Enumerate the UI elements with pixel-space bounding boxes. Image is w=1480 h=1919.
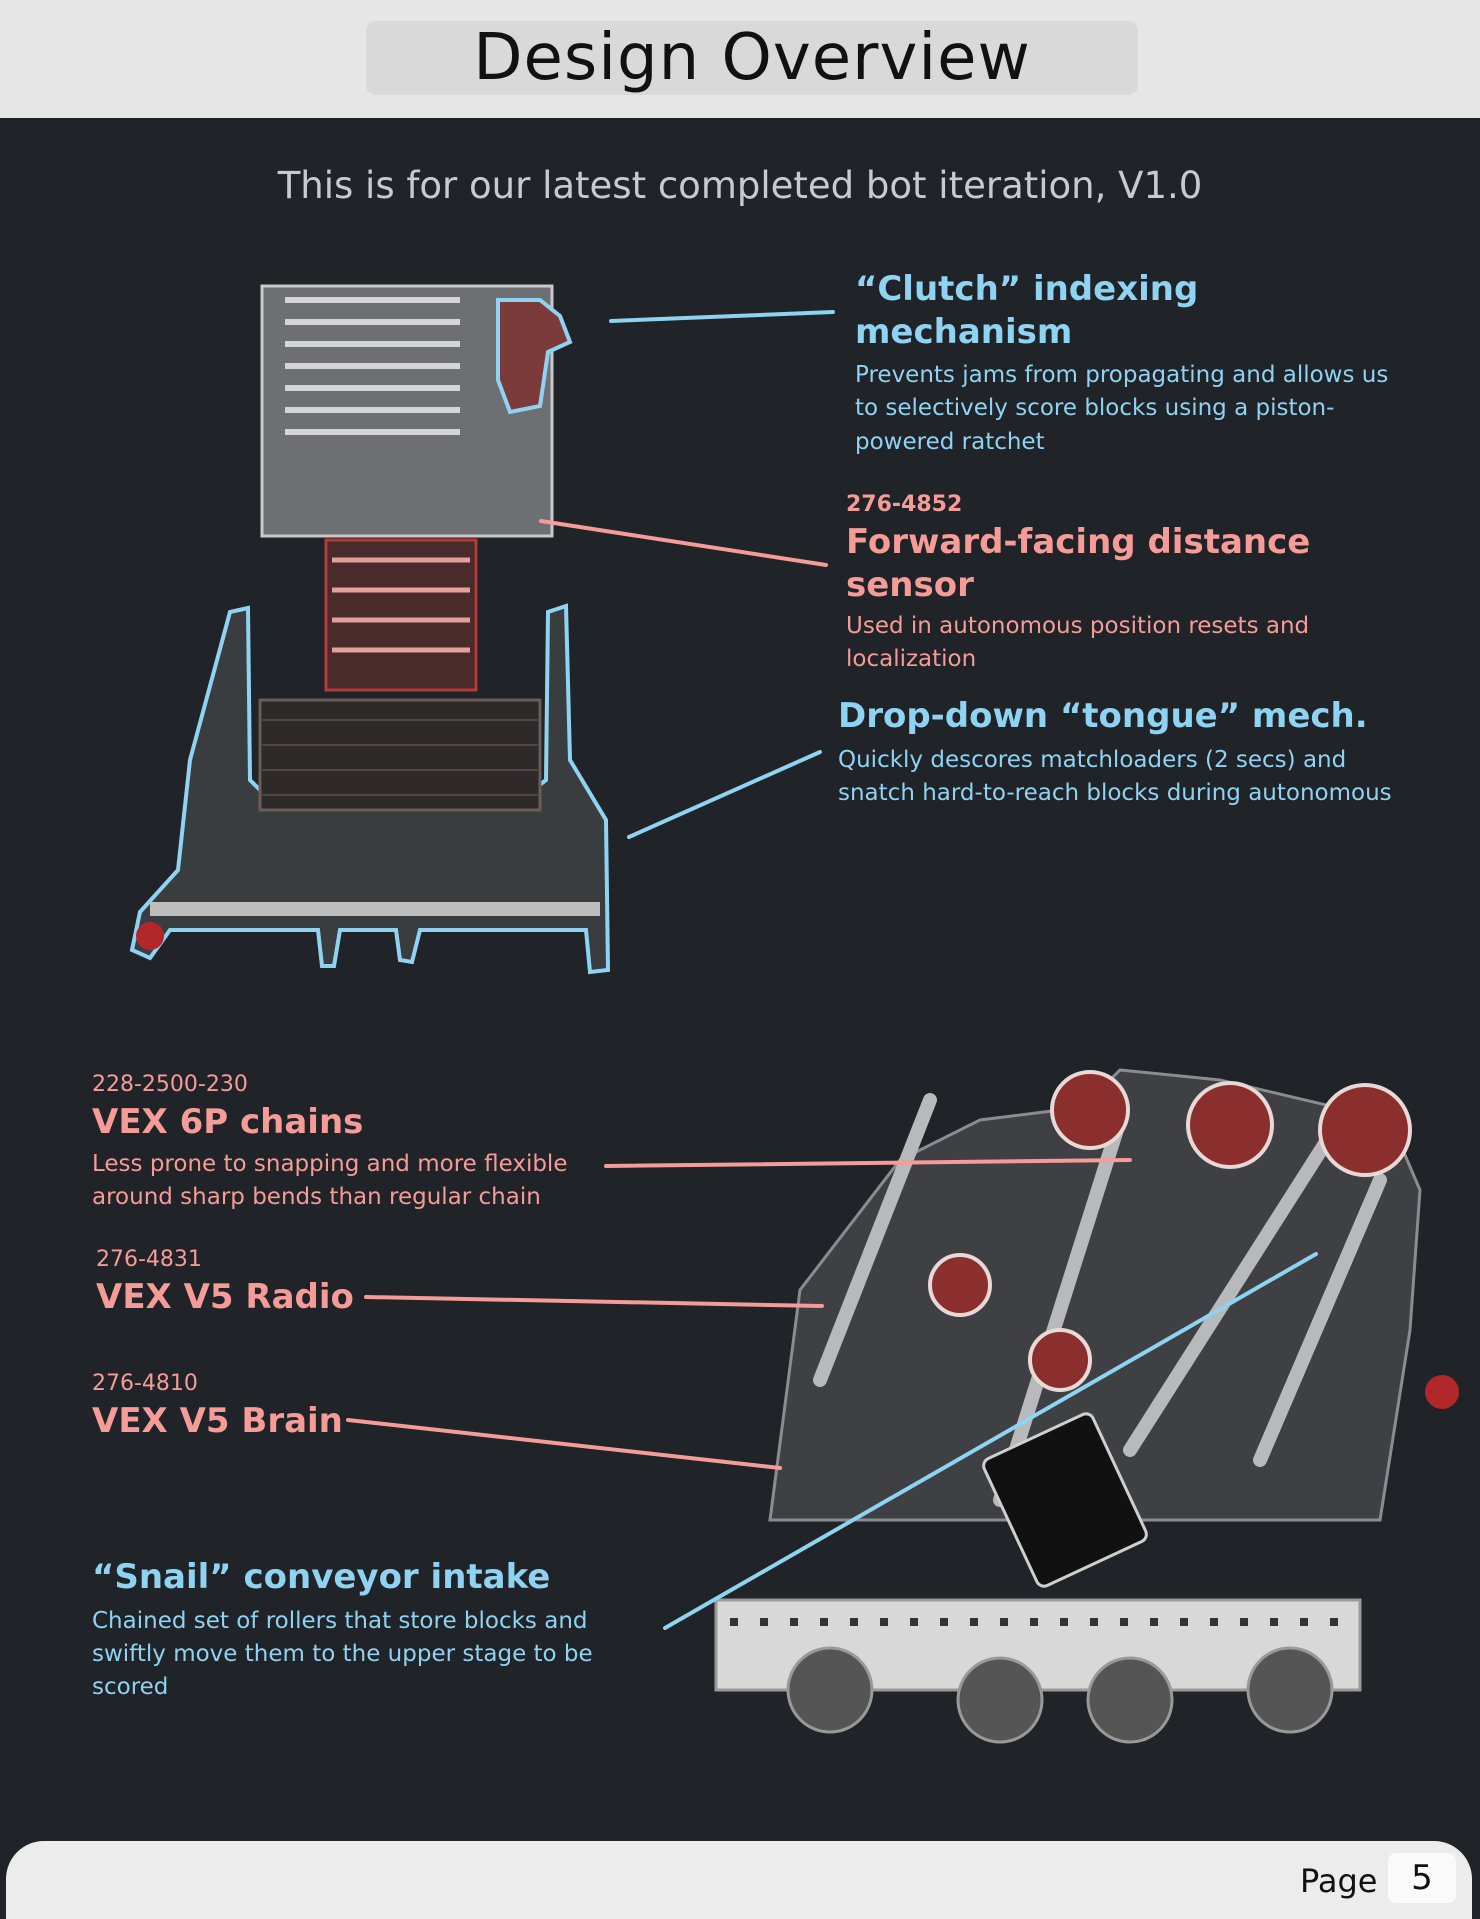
callout-radio: 276-4831 VEX V5 Radio [96, 1247, 396, 1319]
robot-side-view [714, 1068, 1459, 1744]
page-label: Page [1300, 1862, 1378, 1900]
callout-snail-heading: “Snail” conveyor intake [92, 1557, 551, 1597]
callout-clutch-heading: “Clutch” indexing mechanism [855, 269, 1199, 352]
page-header: Design Overview [0, 0, 1480, 118]
callout-distance-sensor-part-number: 276-4852 [846, 492, 963, 517]
callout-snail-desc: Chained set of rollers that store blocks… [92, 1607, 593, 1701]
page-subtitle: This is for our latest completed bot ite… [277, 164, 1203, 207]
callout-distance-sensor-desc: Used in autonomous position resets and l… [846, 613, 1310, 673]
callout-chains-part-number: 228-2500-230 [92, 1072, 248, 1097]
callout-distance-sensor: 276-4852 Forward-facing distance sensor … [846, 492, 1426, 677]
callout-clutch: “Clutch” indexing mechanism Prevents jam… [855, 268, 1415, 459]
callout-tongue-desc: Quickly descores matchloaders (2 secs) a… [838, 746, 1392, 806]
callout-brain-part-number: 276-4810 [92, 1371, 198, 1396]
callout-radio-part-number: 276-4831 [96, 1247, 202, 1272]
callout-distance-sensor-heading: Forward-facing distance sensor [846, 522, 1311, 605]
callout-brain: 276-4810 VEX V5 Brain [92, 1371, 392, 1443]
leader-lines [346, 310, 1318, 1630]
robot-front-view [129, 284, 611, 975]
callout-tongue-heading: Drop-down “tongue” mech. [838, 696, 1368, 736]
title-box: Design Overview [366, 21, 1138, 95]
page-footer [6, 1841, 1472, 1919]
callout-tongue: Drop-down “tongue” mech. Quickly descore… [838, 695, 1438, 810]
callout-chains: 228-2500-230 VEX 6P chains Less prone to… [92, 1072, 612, 1214]
callout-snail: “Snail” conveyor intake Chained set of r… [92, 1556, 632, 1705]
callout-radio-heading: VEX V5 Radio [96, 1277, 354, 1317]
callout-chains-heading: VEX 6P chains [92, 1102, 364, 1142]
callout-clutch-desc: Prevents jams from propagating and allow… [855, 362, 1389, 455]
page-title: Design Overview [473, 21, 1031, 95]
callout-brain-heading: VEX V5 Brain [92, 1401, 343, 1441]
callout-chains-desc: Less prone to snapping and more flexible… [92, 1150, 568, 1210]
page-number: 5 [1388, 1853, 1456, 1903]
